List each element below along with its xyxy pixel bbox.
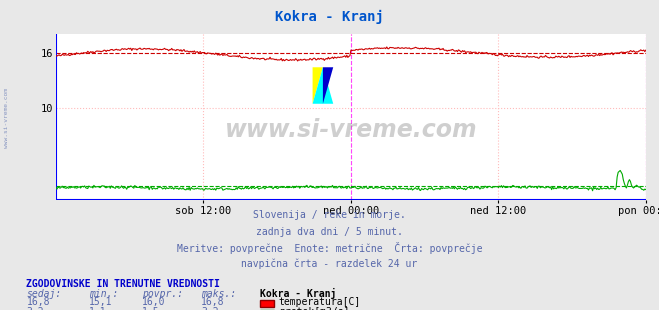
Text: 15,1: 15,1 (89, 297, 113, 307)
Text: Meritve: povprečne  Enote: metrične  Črta: povprečje: Meritve: povprečne Enote: metrične Črta:… (177, 242, 482, 254)
Text: Slovenija / reke in morje.: Slovenija / reke in morje. (253, 210, 406, 220)
Text: 16,8: 16,8 (26, 297, 50, 307)
Text: pretok[m3/s]: pretok[m3/s] (279, 308, 349, 310)
Text: 3,2: 3,2 (26, 308, 44, 310)
Text: 1,1: 1,1 (89, 308, 107, 310)
Text: zadnja dva dni / 5 minut.: zadnja dva dni / 5 minut. (256, 227, 403, 237)
Text: 1,5: 1,5 (142, 308, 159, 310)
Polygon shape (323, 67, 333, 104)
Text: 3,2: 3,2 (201, 308, 219, 310)
Text: maks.:: maks.: (201, 289, 236, 299)
Polygon shape (312, 67, 323, 104)
Text: www.si-vreme.com: www.si-vreme.com (4, 88, 9, 148)
Polygon shape (312, 67, 333, 104)
Text: Kokra - Kranj: Kokra - Kranj (260, 288, 337, 299)
Text: povpr.:: povpr.: (142, 289, 183, 299)
Text: ZGODOVINSKE IN TRENUTNE VREDNOSTI: ZGODOVINSKE IN TRENUTNE VREDNOSTI (26, 279, 220, 289)
Text: Kokra - Kranj: Kokra - Kranj (275, 10, 384, 24)
Text: sedaj:: sedaj: (26, 289, 61, 299)
Text: temperatura[C]: temperatura[C] (279, 297, 361, 307)
Text: min.:: min.: (89, 289, 119, 299)
Text: navpična črta - razdelek 24 ur: navpična črta - razdelek 24 ur (241, 259, 418, 269)
Text: www.si-vreme.com: www.si-vreme.com (225, 118, 477, 142)
Text: 16,0: 16,0 (142, 297, 165, 307)
Text: 16,8: 16,8 (201, 297, 225, 307)
